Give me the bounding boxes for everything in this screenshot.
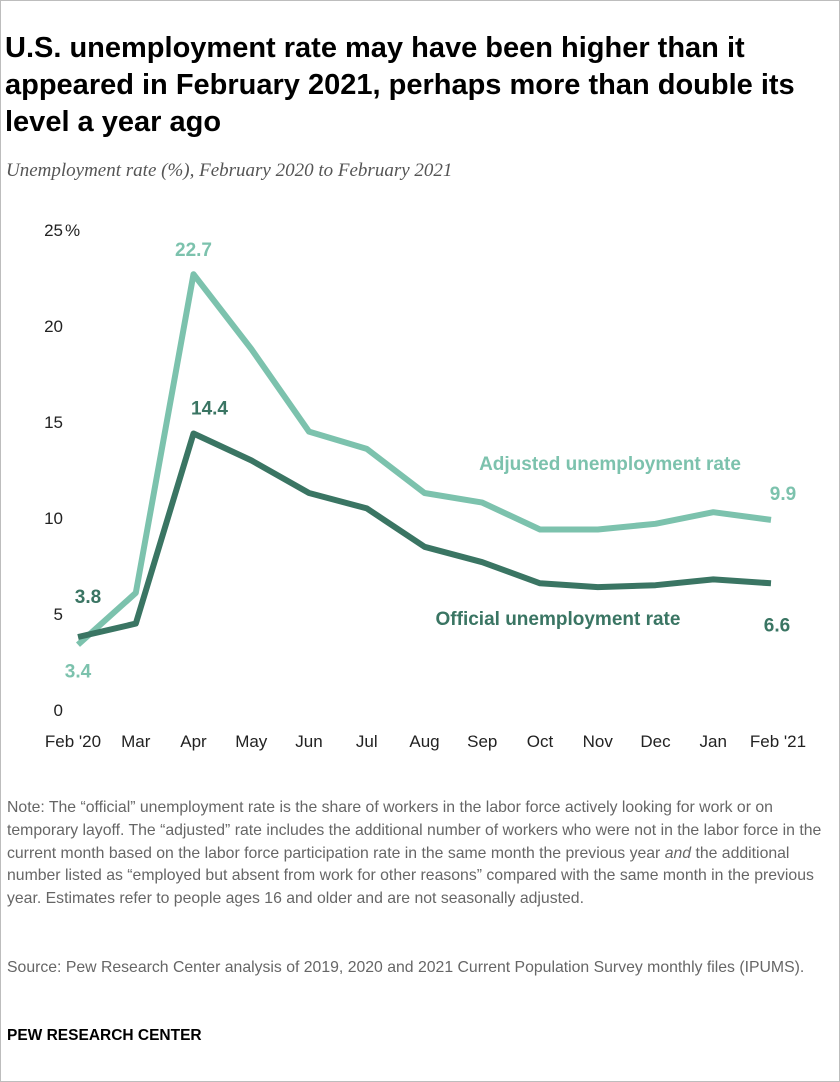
x-tick-label: Jun [295, 732, 322, 751]
y-tick-label: 0 [54, 701, 63, 720]
x-tick-label: Sep [467, 732, 497, 751]
x-tick-label: Mar [121, 732, 151, 751]
chart-note: Note: The “official” unemployment rate i… [7, 797, 833, 911]
x-tick-label: May [235, 732, 268, 751]
series-line-adjusted [75, 271, 772, 647]
series-label-adjusted: Adjusted unemployment rate [479, 454, 741, 475]
x-tick-label: Dec [640, 732, 671, 751]
data-label: 3.8 [75, 587, 101, 608]
x-tick-label: Feb '21 [750, 732, 806, 751]
data-label: 22.7 [175, 240, 212, 261]
x-tick-label: Oct [527, 732, 554, 751]
note-text-emphasis: and [664, 844, 692, 862]
data-label: 14.4 [191, 399, 228, 420]
data-label: 6.6 [764, 615, 790, 636]
y-tick-label: 25 [44, 221, 63, 240]
line-chart: 0 5 10 15 20 25 % Feb '20 Mar Apr May Jun Jul Aug Sep O… [44, 221, 806, 751]
x-tick-label: Apr [180, 732, 207, 751]
data-label: 9.9 [770, 484, 796, 505]
x-tick-label: Nov [583, 732, 614, 751]
x-tick-label: Jan [700, 732, 727, 751]
y-unit-label: % [65, 221, 80, 240]
x-tick-label: Jul [356, 732, 378, 751]
note-text-prefix: Note: The “official” unemployment rate i… [7, 799, 822, 862]
y-tick-label: 15 [44, 413, 63, 432]
note-text-suffix: the additional number listed as “employe… [7, 844, 814, 908]
chart-subtitle: Unemployment rate (%), February 2020 to … [6, 160, 453, 181]
y-tick-label: 5 [54, 605, 63, 624]
series-line-official [77, 430, 772, 640]
chart-title: U.S. unemployment rate may have been hig… [5, 32, 795, 138]
brand-logo-text: PEW RESEARCH CENTER [7, 1027, 202, 1044]
chart-source: Source: Pew Research Center analysis of … [7, 959, 805, 976]
y-tick-label: 20 [44, 317, 63, 336]
data-label: 3.4 [65, 662, 92, 683]
series-label-official: Official unemployment rate [436, 609, 681, 630]
x-tick-label: Feb '20 [45, 732, 101, 751]
y-tick-label: 10 [44, 509, 63, 528]
x-tick-label: Aug [409, 732, 439, 751]
